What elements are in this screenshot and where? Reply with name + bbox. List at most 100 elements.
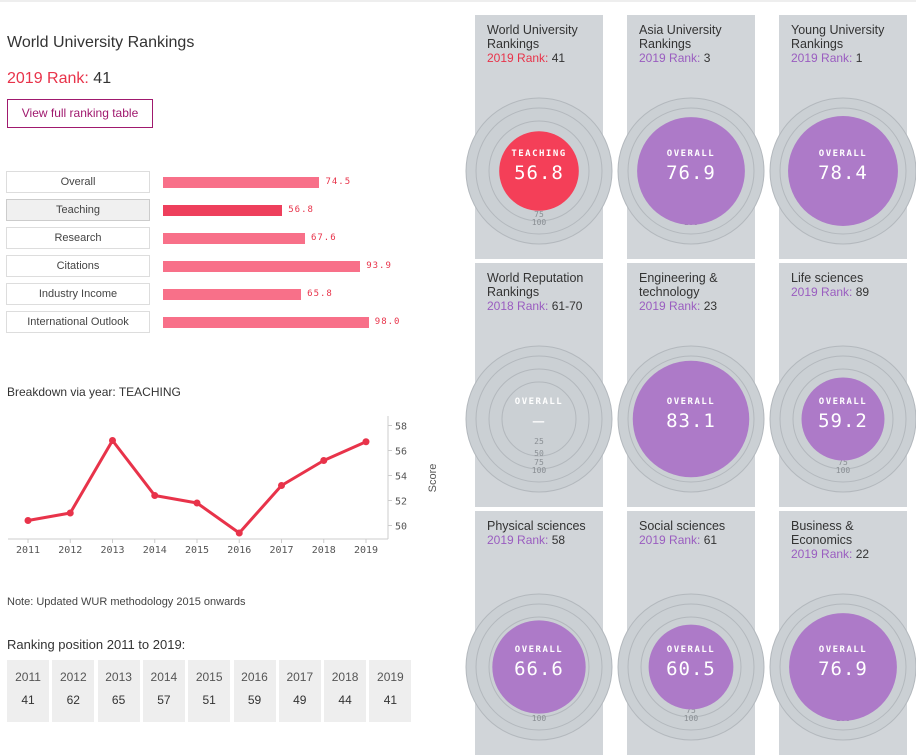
score-radial-chart: 255075100OVERALL78.4 [769, 97, 916, 245]
ranking-year-label: 2019 Rank: [791, 285, 856, 299]
score-value: 78.4 [818, 162, 868, 184]
ring-label: 100 [532, 218, 547, 227]
ranking-name: Engineering & technology [639, 271, 718, 299]
ring-label: 100 [836, 466, 851, 475]
ring-label: 75 [686, 706, 696, 715]
methodology-note: Note: Updated WUR methodology 2015 onwar… [7, 596, 246, 608]
ranking-year-label: 2019 Rank: [639, 51, 704, 65]
metric-label: TEACHING [511, 149, 566, 159]
ranking-year-cell: 2014 57 [142, 660, 185, 722]
ranking-name: Social sciences [639, 519, 726, 533]
ranking-year-label: 2019 Rank: [639, 533, 704, 547]
pillar-value: 56.8 [288, 205, 314, 215]
page-title: World University Rankings [7, 34, 195, 51]
ring-label: 25 [534, 437, 544, 446]
pillar-label[interactable]: International Outlook [6, 311, 150, 333]
data-point[interactable] [235, 529, 243, 537]
data-point[interactable] [151, 492, 159, 499]
pillar-bar [163, 317, 369, 328]
ranking-name: World University Rankings [487, 23, 578, 51]
data-point[interactable] [362, 438, 370, 446]
score-radial-chart: 255075100OVERALL76.9 [617, 97, 765, 245]
ranking-name: World Reputation Rankings [487, 271, 584, 299]
year-label: 2013 [105, 670, 132, 684]
ranking-year-cell: 2013 65 [97, 660, 140, 722]
pillar-label[interactable]: Citations [6, 255, 150, 277]
score-disk [632, 360, 750, 478]
ranking-year-label: 2019 Rank: [639, 299, 704, 313]
pillar-value: 67.6 [310, 233, 337, 243]
score-radial-chart: 255075100OVERALL76.9 [769, 593, 916, 741]
year-label: 2012 [59, 670, 87, 684]
score-radial-chart: 255075100OVERALL66.6 [465, 593, 613, 741]
pillar-bar [163, 205, 283, 216]
rank-position-value: 44 [338, 693, 352, 707]
pillar-row[interactable]: International Outlook 98.0 [6, 311, 426, 335]
pillar-label[interactable]: Research [6, 227, 150, 249]
score-value: 56.8 [514, 162, 564, 184]
ring-75 [627, 603, 755, 731]
data-point[interactable] [24, 517, 32, 524]
pillar-label[interactable]: Industry Income [6, 283, 150, 305]
ranking-year-label: 2019 Rank: [791, 547, 856, 561]
score-radial-chart: 255075100OVERALL59.2 [769, 345, 916, 493]
pillar-value: 65.8 [307, 289, 333, 299]
score-value: 83.1 [666, 410, 716, 432]
pillar-row[interactable]: Citations 93.9 [6, 255, 426, 279]
ranking-card-header: Social sciences 2019 Rank: 61 [639, 519, 753, 547]
data-point[interactable] [278, 482, 285, 489]
metric-label: OVERALL [515, 397, 563, 407]
view-full-ranking-button[interactable]: View full ranking table [7, 99, 153, 128]
ranking-year-cell: 2015 51 [188, 660, 231, 722]
ranking-card[interactable]: World Reputation Rankings 2018 Rank: 61-7… [465, 263, 613, 507]
pillar-row[interactable]: Overall 74.5 [6, 171, 426, 195]
ranking-year-label: 2018 Rank: [487, 299, 552, 313]
teaching-series-line [27, 439, 367, 535]
year-label: 2017 [286, 670, 314, 684]
data-point[interactable] [320, 457, 328, 464]
overall-rank: 2019 Rank: 41 [7, 70, 111, 88]
data-point[interactable] [193, 499, 201, 507]
x-tick-label: 2012 [58, 545, 82, 556]
year-label: 2011 [15, 670, 41, 684]
ring-50 [488, 120, 590, 222]
rank-position-value: 41 [21, 693, 35, 707]
rank-label: 2019 Rank: [7, 70, 89, 87]
x-tick-label: 2016 [227, 545, 251, 556]
ranking-rank-value: 23 [703, 299, 718, 313]
score-disk [637, 117, 745, 225]
ranking-position-heading: Ranking position 2011 to 2019: [7, 637, 186, 652]
pillar-row[interactable]: Teaching 56.8 [6, 199, 426, 223]
ranking-year-cell: 2011 41 [7, 660, 49, 722]
pillar-row[interactable]: Industry Income 65.8 [6, 283, 426, 307]
ranking-year-cell: 2016 59 [233, 660, 276, 722]
score-value: 66.6 [514, 658, 564, 680]
pillar-row[interactable]: Research 67.6 [6, 227, 426, 251]
score-value: 60.5 [666, 658, 716, 680]
score-value: 76.9 [666, 162, 716, 184]
pillar-label[interactable]: Overall [6, 171, 150, 193]
ranking-name: Life sciences [791, 271, 864, 285]
ranking-year-cell: 2018 44 [324, 660, 367, 722]
data-point[interactable] [66, 509, 74, 517]
x-tick-label: 2014 [143, 545, 167, 556]
pillar-bar [163, 177, 320, 188]
data-point[interactable] [109, 437, 116, 444]
ring-75 [779, 355, 907, 483]
x-tick-label: 2015 [185, 545, 209, 556]
pillar-value: 93.9 [366, 261, 392, 271]
pillar-label[interactable]: Teaching [6, 199, 150, 221]
year-label: 2015 [195, 670, 223, 684]
ring-label: 100 [532, 714, 547, 723]
metric-label: OVERALL [667, 397, 715, 407]
score-radial-chart: 255075100OVERALL60.5 [617, 593, 765, 741]
ranking-card-header: Business & Economics 2019 Rank: 22 [791, 519, 905, 561]
